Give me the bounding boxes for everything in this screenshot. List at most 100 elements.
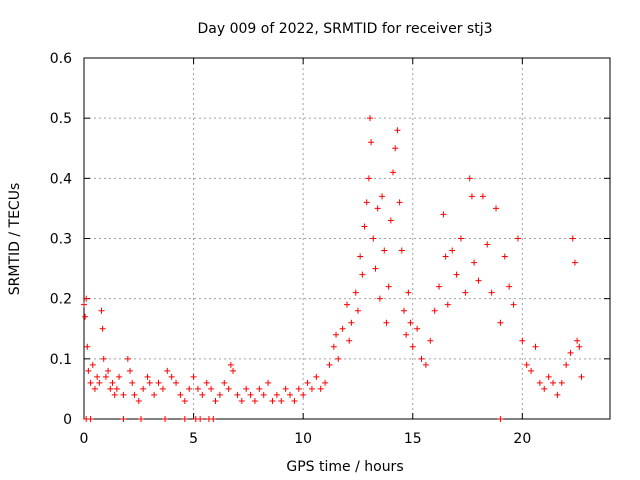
data-point [273,391,280,398]
data-point [385,283,392,290]
data-point [116,373,123,380]
data-point [83,295,90,302]
data-point [523,361,530,368]
ticks: 0 5 10 15 20 0 0.1 0.2 0.3 0.4 0.5 0.6 [50,51,610,447]
data-point [558,379,565,386]
data-point [94,373,101,380]
x-tick-label: 15 [404,431,422,447]
data-point [260,391,267,398]
zero-marker [497,416,504,422]
data-point [407,319,414,326]
data-point [107,385,114,392]
y-tick-label: 0.4 [50,171,72,187]
data-point [177,391,184,398]
data-point [400,307,407,314]
data-point [317,385,324,392]
data-point [173,379,180,386]
data-point [471,259,478,266]
data-point [164,367,171,374]
data-point [550,379,557,386]
data-point [135,397,142,404]
data-point [225,385,232,392]
data-point [81,301,87,308]
data-point [234,391,241,398]
data-point [208,385,215,392]
data-point [398,247,405,254]
zero-marker [120,416,127,422]
data-point [146,379,153,386]
data-point [330,343,337,350]
data-point [129,379,136,386]
data-point [89,361,96,368]
data-point [333,331,340,338]
data-point [186,385,193,392]
data-point [387,217,394,224]
data-point [574,337,581,344]
chart-title: Day 009 of 2022, SRMTID for receiver stj… [198,21,493,37]
data-point [357,253,364,260]
data-point [344,301,350,308]
data-point [227,361,234,368]
data-point [216,391,223,398]
data-point [159,385,166,392]
data-point [113,385,120,392]
data-point [300,391,307,398]
data-point [230,367,237,374]
data-point [151,391,158,398]
data-point [98,307,105,314]
data-point [396,199,403,206]
data-point [190,373,197,380]
data-point [100,355,107,362]
data-point [96,379,103,386]
data-point [295,385,302,392]
data-point [131,391,138,398]
data-point [462,289,469,296]
data-point [370,235,377,242]
data-point [359,271,366,278]
zero-marker [137,416,144,422]
data-point [576,343,583,350]
y-tick-label: 0.3 [50,232,72,248]
data-point [554,391,561,398]
data-point [144,373,151,380]
data-point [140,385,147,392]
data-point [308,385,315,392]
data-point [326,361,333,368]
data-points [81,115,585,422]
data-point [442,253,449,260]
data-point [374,205,381,212]
data-point [120,391,127,398]
zero-marker [197,416,204,422]
zero-marker [210,416,217,422]
data-point [247,391,254,398]
x-tick-label: 0 [80,431,89,447]
data-point [287,391,294,398]
data-point [457,235,464,242]
data-point [304,379,311,386]
data-point [282,385,289,392]
data-point [501,253,508,260]
data-point [346,337,353,344]
data-point [403,331,410,338]
data-point [409,343,416,350]
data-point [368,139,375,146]
data-point [363,199,370,206]
data-point [536,379,543,386]
data-point [390,169,397,176]
data-point [99,325,106,332]
data-point [278,397,285,404]
data-point [528,367,535,374]
data-point [376,295,383,302]
data-point [571,259,578,266]
data-point [203,379,210,386]
data-point [449,247,456,254]
data-point [243,385,250,392]
data-point [506,283,513,290]
data-point [383,319,390,326]
data-point [127,367,134,374]
data-point [265,379,272,386]
data-point [475,277,482,284]
data-point [444,301,451,308]
data-point [510,301,517,308]
